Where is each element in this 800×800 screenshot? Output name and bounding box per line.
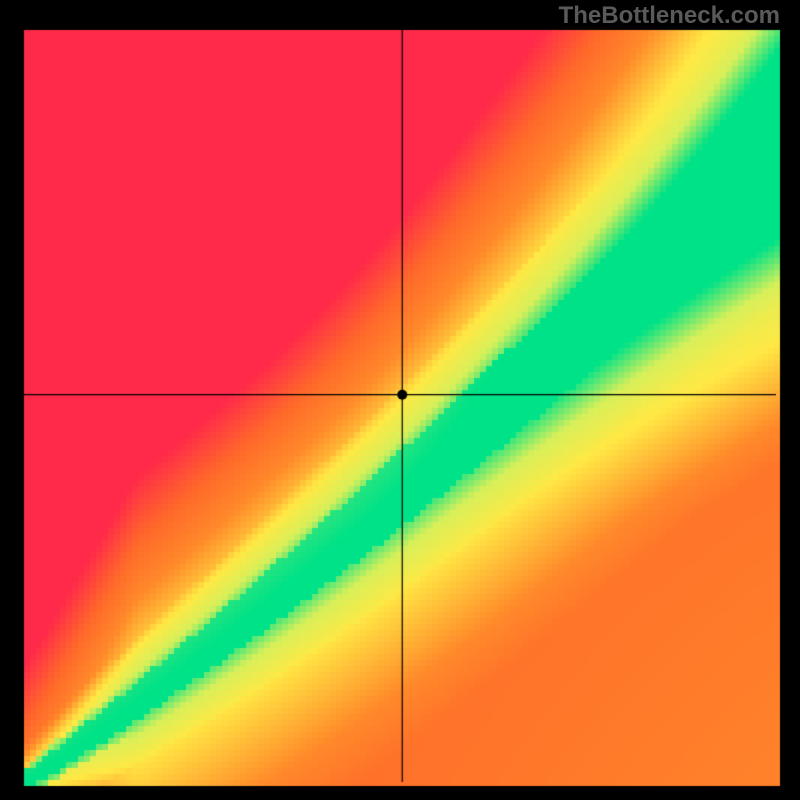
watermark-text: TheBottleneck.com [559,2,780,30]
chart-container: TheBottleneck.com [0,0,800,800]
heatmap-canvas [0,0,800,800]
